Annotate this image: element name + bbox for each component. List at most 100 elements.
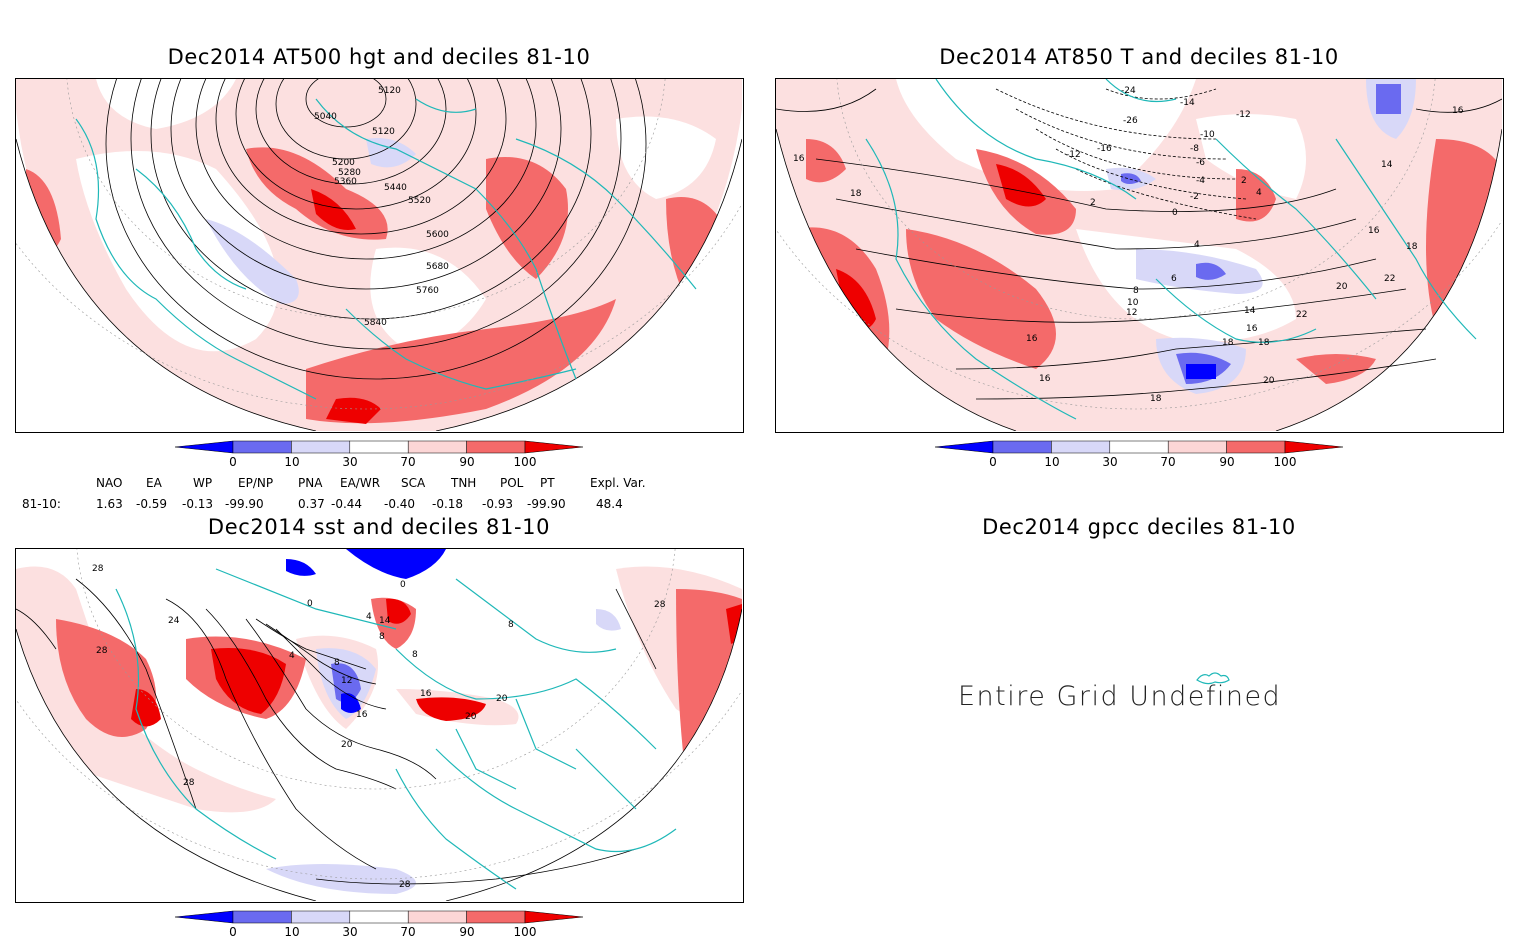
contour-label: 5760 [416,286,439,296]
contour-label: 20 [496,694,508,704]
index-value: -99.90 [527,497,566,511]
contour-label: 20 [1263,376,1275,386]
index-value: -99.90 [225,497,264,511]
colorbar-tick: 100 [513,925,537,939]
index-value: -0.13 [182,497,214,511]
index-row-label: 81-10: [22,497,61,511]
contour-label: 16 [1039,374,1051,384]
colorbar-tick: 90 [459,925,475,939]
contour-label: 4 [1256,188,1262,198]
colorbar-swatch [466,910,526,924]
contour-label: 18 [1406,242,1418,252]
contour-label: -16 [1097,144,1112,154]
map-at500: 5120 5040 5120 5200 5280 5360 5440 5520 … [16,79,742,431]
index-value: 48.4 [596,497,623,511]
colorbar-arrow-low [934,440,994,454]
colorbar-tick: 30 [342,925,358,939]
contour-label: 20 [341,740,353,750]
colorbar-tick: 10 [284,455,300,469]
contour-label: 12 [341,676,352,686]
colorbar-arrow-low [174,440,234,454]
contour-label: 16 [1246,324,1258,334]
contour-label: 4 [1194,240,1200,250]
contour-label: 28 [654,600,666,610]
colorbar-arrow-high [524,910,584,924]
contour-label: 14 [1244,306,1256,316]
contour-label: 5200 [332,158,355,168]
contour-label: 20 [465,712,477,722]
contour-label: 18 [1258,338,1270,348]
contour-label: 5520 [408,196,431,206]
index-value: -0.59 [136,497,168,511]
panel-title-sst: Dec2014 sst and deciles 81-10 [207,515,551,539]
colorbar-tick: 30 [342,455,358,469]
colorbar-swatch [407,910,467,924]
contour-label: 14 [1381,160,1393,170]
contour-label: 10 [1127,298,1139,308]
undefined-grid-message: Entire Grid Undefined [958,681,1282,712]
map-at850: -24 -26 -14 -12 -10 -16 -12 -8 -6 -4 -2 … [776,79,1502,431]
contour-label: 22 [1384,274,1395,284]
contour-label: 2 [1241,176,1247,186]
contour-label: 0 [400,580,406,590]
contour-label: 28 [183,778,195,788]
colorbar-swatch [291,440,351,454]
contour-label: 28 [399,880,411,890]
contour-label: 0 [307,599,313,609]
colorbar-at850: 0 10 30 70 90 100 [934,438,1345,472]
contour-label: -10 [1200,130,1215,140]
colorbar-tick: 70 [400,455,416,469]
contour-label: -14 [1180,98,1195,108]
contour-label: 16 [1368,226,1380,236]
colorbar-swatch [466,440,526,454]
contour-label: 16 [1452,106,1464,116]
index-name: PT [540,476,555,490]
map-sst: 28 24 28 0 0 4 14 8 4 8 12 16 20 16 20 2… [16,549,742,901]
contour-label: 2 [1090,198,1096,208]
contour-label: 16 [356,710,368,720]
index-name: EA [146,476,162,490]
index-value: 1.63 [96,497,123,511]
colorbar-tick: 0 [229,455,237,469]
contour-label: -12 [1066,150,1081,160]
contour-label: 5120 [378,86,401,96]
index-name: SCA [401,476,426,490]
colorbar-tick: 70 [400,925,416,939]
colorbar-swatch [232,910,292,924]
colorbar-swatch [232,440,292,454]
contour-label: 18 [850,189,862,199]
colorbar-swatches [174,440,584,454]
colorbar-tick: 10 [1044,455,1060,469]
index-name: NAO [96,476,123,490]
contour-label: 6 [1171,274,1177,284]
contour-label: 5440 [384,183,407,193]
contour-label: 5040 [314,112,337,122]
colorbar-swatches [934,440,1344,454]
colorbar-swatch [291,910,351,924]
index-name: POL [500,476,524,490]
colorbar-sst: 0 10 30 70 90 100 [174,908,585,940]
contour-label: -4 [1196,176,1205,186]
colorbar-swatch [1109,440,1169,454]
colorbar-tick: 100 [1273,455,1297,469]
contour-label: 8 [508,620,514,630]
contour-label: -12 [1236,110,1251,120]
contour-label: 28 [96,646,108,656]
contour-label: 4 [366,612,372,622]
index-name: TNH [451,476,477,490]
contour-label: 16 [1026,334,1038,344]
contour-label: 12 [1126,308,1137,318]
contour-label: 5680 [426,262,449,272]
map-panel-at500: 5120 5040 5120 5200 5280 5360 5440 5520 … [15,78,744,433]
contour-label: 18 [1222,338,1234,348]
colorbar-tick: 0 [229,925,237,939]
index-name: WP [193,476,213,490]
colorbar-tick: 70 [1160,455,1176,469]
colorbar-swatch [349,910,409,924]
colorbar-swatch [407,440,467,454]
colorbar-tick: 0 [989,455,997,469]
island-outline-icon [1196,672,1230,685]
contour-label: 16 [793,154,805,164]
contour-label: 8 [379,632,385,642]
contour-label: 4 [289,651,295,661]
